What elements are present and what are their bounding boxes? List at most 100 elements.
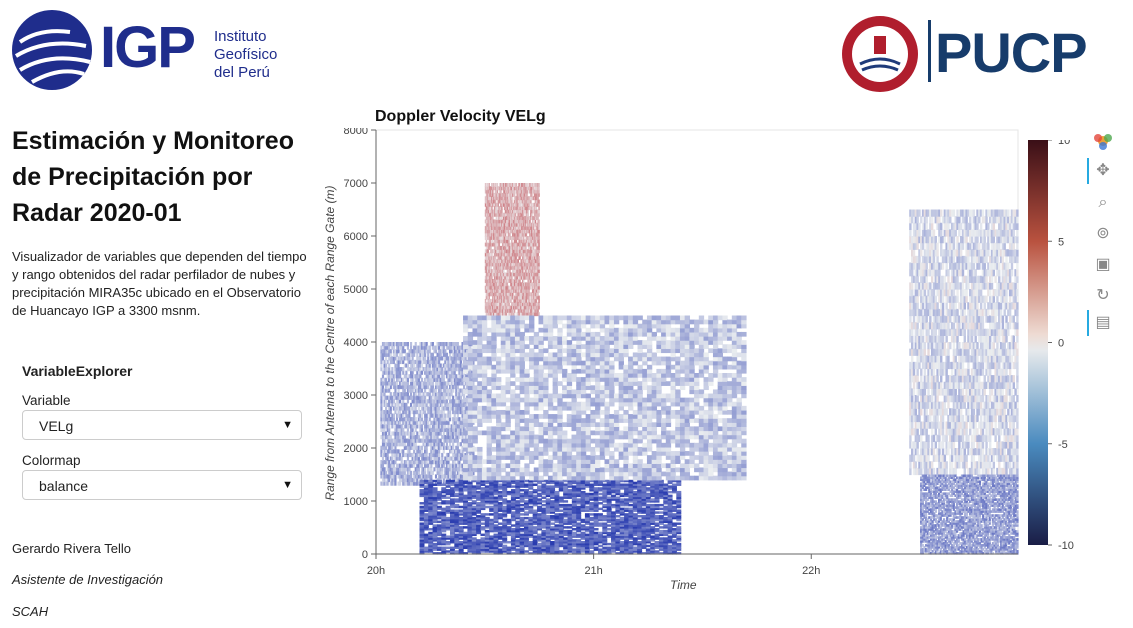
heatmap-cell: [503, 206, 506, 211]
heatmap-cell: [489, 229, 491, 234]
heatmap-cell: [442, 370, 445, 375]
heatmap-cell: [658, 542, 664, 546]
heatmap-cell: [438, 413, 441, 418]
heatmap-cell: [606, 518, 612, 522]
heatmap-cell: [510, 515, 516, 518]
heatmap-cell: [632, 522, 638, 525]
heatmap-cell: [495, 308, 498, 313]
heatmap-cell: [459, 395, 463, 400]
heatmap-cell: [567, 485, 573, 488]
heatmap-cell: [484, 298, 487, 303]
heatmap-cell: [447, 367, 450, 372]
heatmap-cell: [391, 367, 394, 372]
heatmap-cell: [458, 463, 461, 468]
heatmap-cell: [430, 463, 433, 468]
heatmap-cell: [445, 546, 451, 550]
heatmap-cell: [425, 370, 428, 375]
igp-subtitle-line: Geofísico: [214, 46, 278, 63]
heatmap-cell: [492, 249, 495, 254]
heatmap-cell: [519, 485, 525, 488]
heatmap-cell: [654, 494, 660, 498]
heatmap-cell: [436, 431, 439, 436]
heatmap-cell: [523, 485, 529, 488]
heatmap-cell: [532, 496, 538, 499]
heatmap-cell: [386, 456, 389, 461]
heatmap-cell: [580, 496, 586, 499]
heatmap-cell: [458, 511, 464, 514]
heatmap-cell: [563, 483, 569, 486]
heatmap-cell: [458, 374, 461, 379]
heatmap-cell: [427, 381, 430, 386]
heatmap-cell: [506, 526, 512, 529]
heatmap-cell: [428, 377, 431, 382]
heatmap-cell: [438, 399, 441, 404]
heatmap-cell: [654, 541, 660, 544]
heatmap-cell: [456, 345, 459, 350]
heatmap-cell: [484, 531, 490, 535]
heatmap-cell: [458, 409, 461, 415]
heatmap-cell: [391, 438, 394, 443]
heatmap-cell: [480, 528, 486, 531]
heatmap-cell: [391, 374, 394, 379]
heatmap-cell: [500, 302, 502, 307]
heatmap-cell: [442, 363, 445, 368]
heatmap-cell: [597, 550, 603, 553]
heatmap-cell: [602, 485, 608, 488]
heatmap-cell: [406, 399, 410, 404]
heatmap-cell: [637, 485, 643, 488]
heatmap-cell: [476, 520, 482, 524]
heatmap-cell: [541, 500, 547, 503]
heatmap-cell: [434, 413, 438, 418]
colormap-select[interactable]: balance ▼: [22, 470, 302, 500]
heatmap-cell: [503, 275, 506, 280]
heatmap-cell: [489, 535, 495, 538]
heatmap-cell: [486, 289, 489, 293]
heatmap-cell: [506, 483, 512, 486]
heatmap-cell: [528, 496, 534, 499]
heatmap-cell: [484, 526, 490, 529]
heatmap-cell: [498, 212, 500, 217]
heatmap-cell: [593, 537, 599, 540]
heatmap-cell: [463, 349, 466, 354]
heatmap-cell: [558, 544, 564, 548]
heatmap-cell: [399, 435, 402, 440]
heatmap-cell: [455, 420, 458, 425]
heatmap-cell: [445, 356, 449, 361]
heatmap-cell: [464, 356, 467, 361]
heatmap-cell: [406, 363, 410, 368]
heatmap-cell: [554, 479, 560, 483]
heatmap-cell: [532, 552, 538, 555]
heatmap-cell: [447, 395, 450, 400]
heatmap-cell: [386, 435, 389, 440]
heatmap-cell: [545, 487, 551, 490]
heatmap-cell: [506, 503, 512, 507]
heatmap-cell: [459, 409, 463, 415]
heatmap-cell: [419, 541, 425, 544]
heatmap-cell: [671, 483, 677, 486]
heatmap-cell: [490, 232, 492, 237]
heatmap-cell: [487, 222, 490, 227]
heatmap-cell: [380, 420, 383, 425]
heatmap-cell: [397, 370, 400, 375]
heatmap-cell: [417, 392, 420, 397]
heatmap-cell: [441, 367, 444, 372]
heatmap-cell: [436, 548, 442, 551]
heatmap-cell: [449, 489, 455, 492]
heatmap-cell: [436, 384, 439, 390]
heatmap-cell: [498, 255, 500, 260]
heatmap-cell: [442, 427, 445, 433]
heatmap-cell: [406, 342, 410, 347]
heatmap-cell: [497, 542, 503, 546]
heatmap-cell: [476, 526, 482, 529]
heatmap-cell: [505, 305, 508, 310]
heatmap-cell: [487, 269, 490, 274]
heatmap-cell: [489, 542, 495, 546]
heatmap-cell: [667, 526, 673, 529]
heatmap-cell: [452, 345, 455, 350]
heatmap-cell: [676, 481, 682, 485]
heatmap-cell: [508, 298, 510, 303]
heatmap-cell: [419, 483, 425, 486]
variable-select[interactable]: VELg ▼: [22, 410, 302, 440]
heatmap-cell: [428, 531, 434, 535]
